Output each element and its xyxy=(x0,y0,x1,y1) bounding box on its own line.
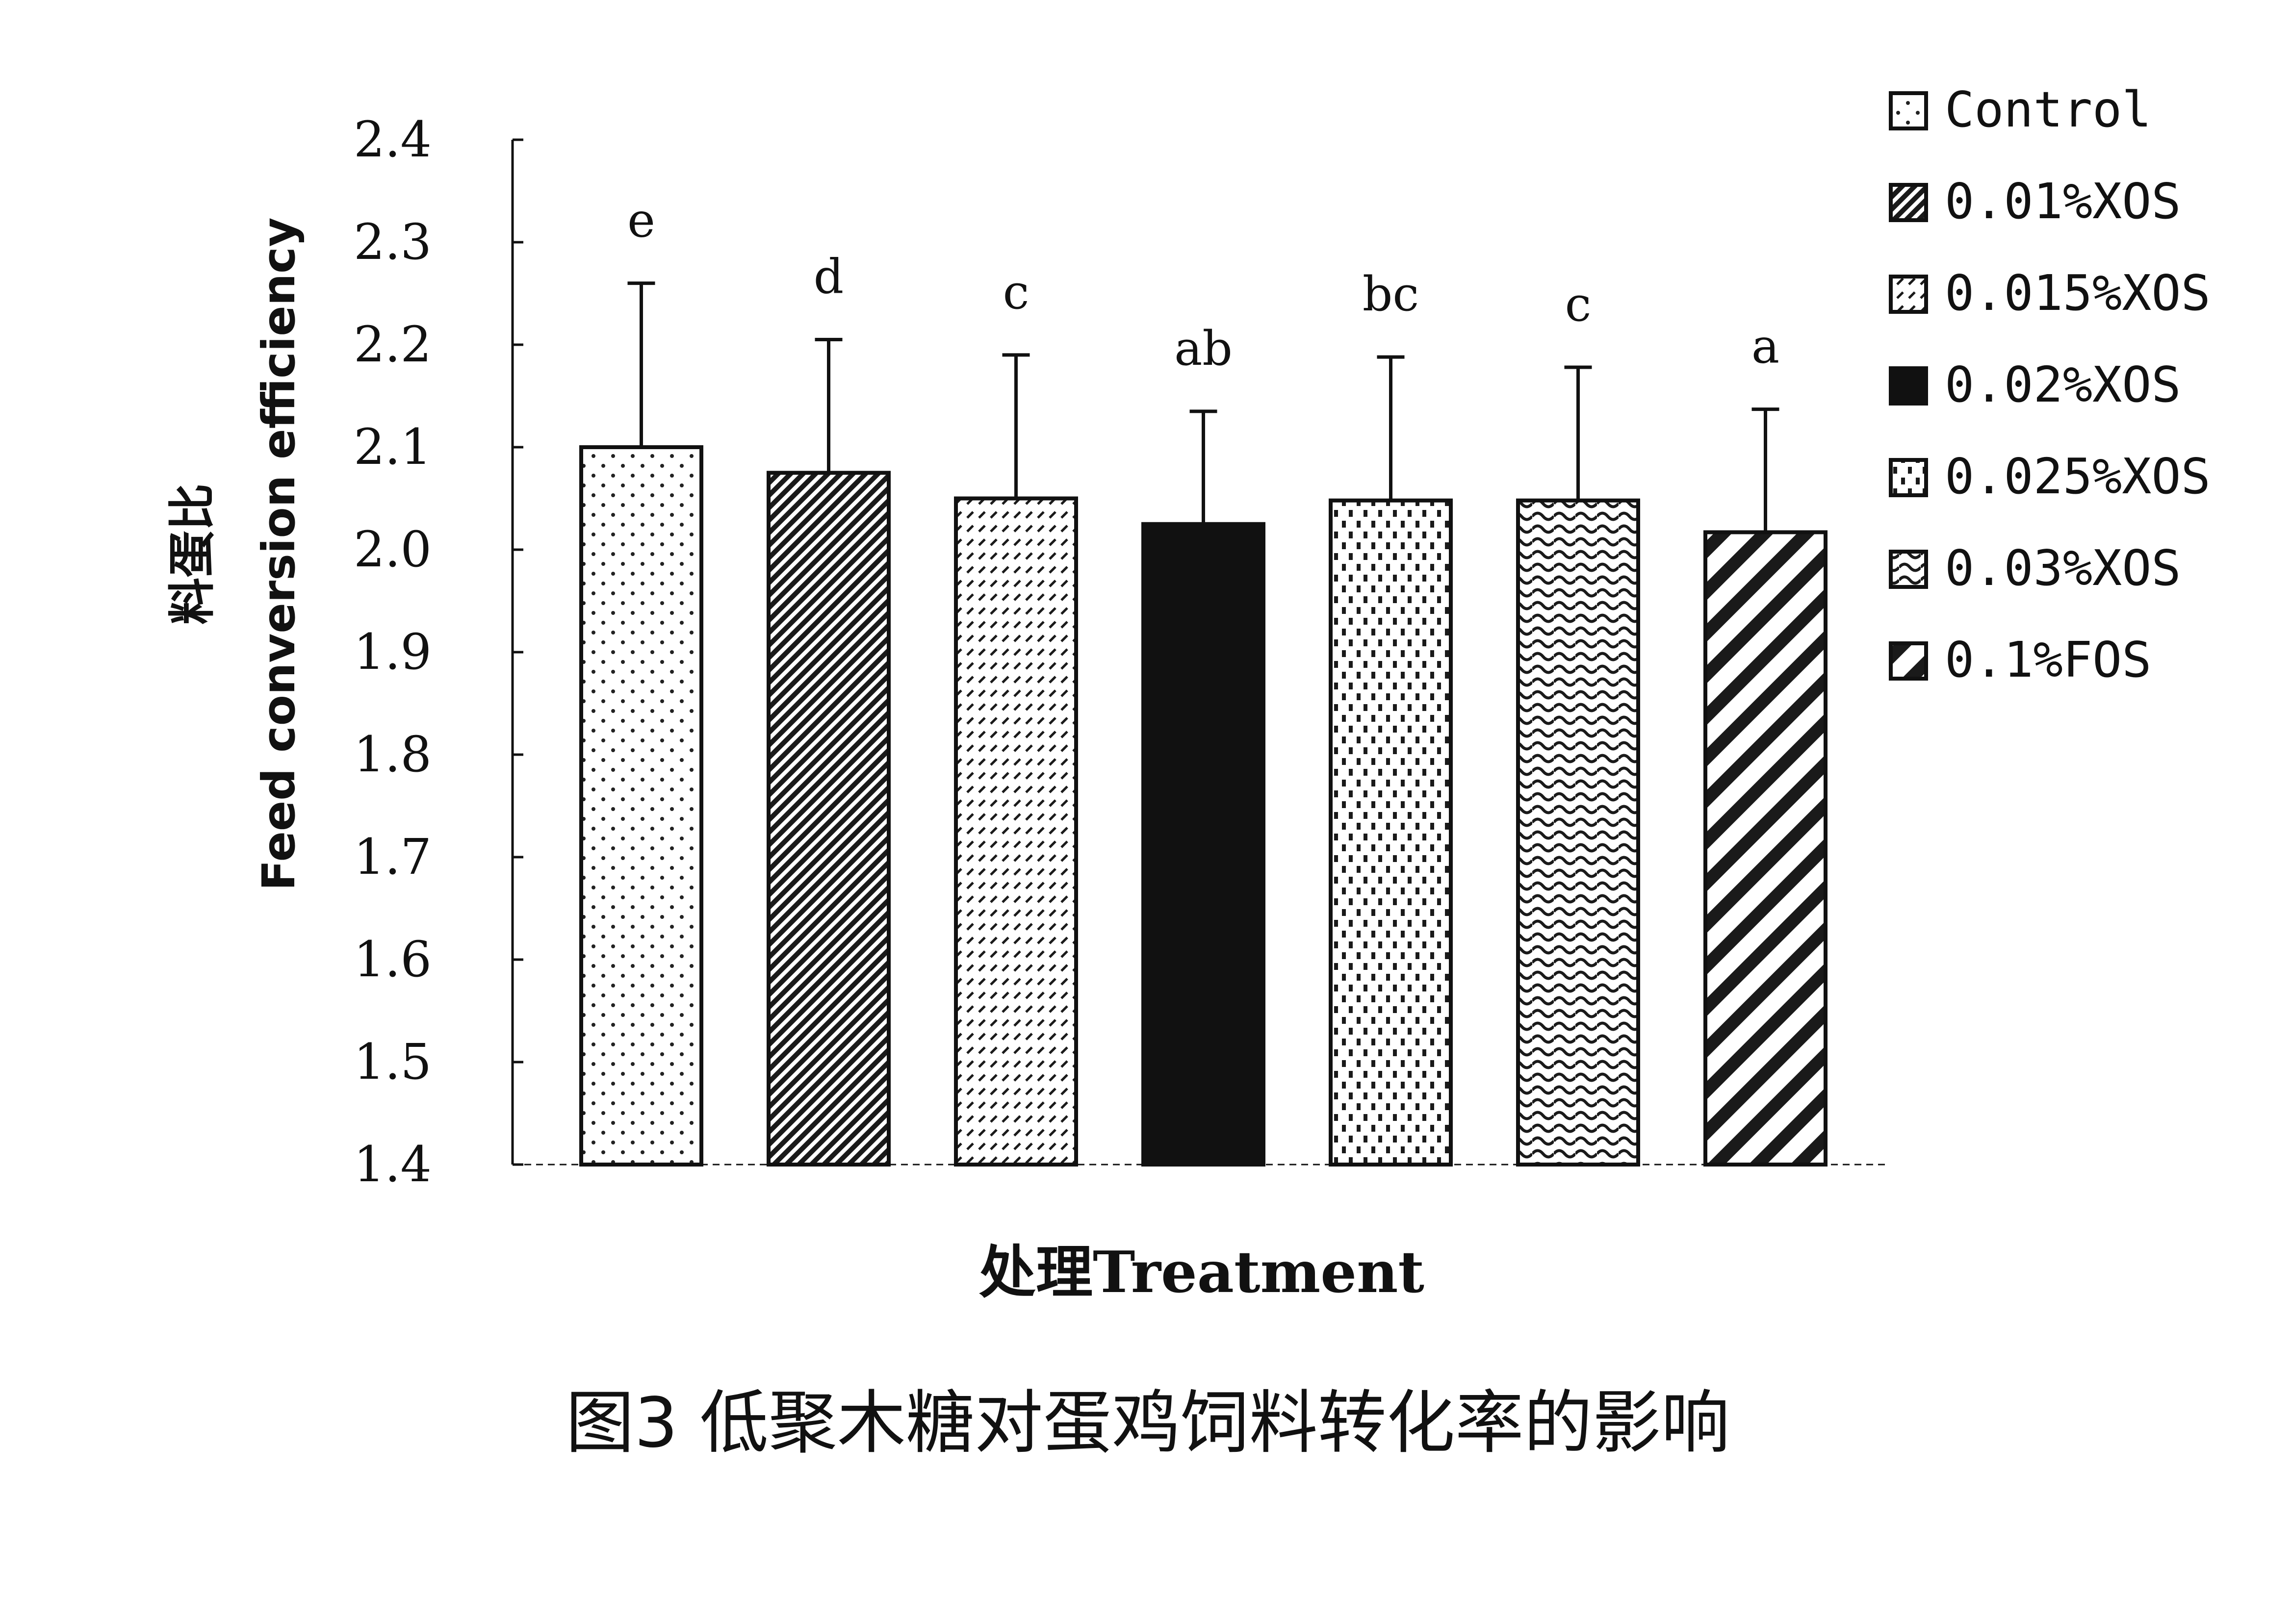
legend-label: 0.03%XOS xyxy=(1945,539,2181,597)
legend-swatch xyxy=(1889,458,1928,497)
y-tick-label: 1.4 xyxy=(354,1136,432,1193)
significance-label: bc xyxy=(1363,267,1419,322)
legend-label: 0.025%XOS xyxy=(1945,448,2211,505)
bar-4 xyxy=(1141,522,1265,1167)
bars: e d c ab bc c a xyxy=(579,193,1828,1167)
legend-label: 0.02%XOS xyxy=(1945,356,2181,413)
significance-label: ab xyxy=(1174,321,1233,376)
y-tick-label: 1.6 xyxy=(354,931,432,988)
y-tick-label: 1.5 xyxy=(354,1033,432,1091)
legend-swatch xyxy=(1889,641,1928,681)
y-tick-label: 2.4 xyxy=(354,111,432,168)
legend: Control 0.01%XOS 0.015%XOS 0.02%XOS 0.025%XO… xyxy=(1889,81,2211,688)
bar-3 xyxy=(954,496,1078,1167)
legend-swatch xyxy=(1889,550,1928,589)
legend-swatch xyxy=(1889,183,1928,222)
figure-caption: 图3 低聚木糖对蛋鸡饲料转化率的影响 xyxy=(566,1383,1730,1463)
y-tick-label: 1.8 xyxy=(354,726,432,783)
legend-swatch xyxy=(1889,91,1928,130)
legend-swatch xyxy=(1889,366,1928,406)
y-tick-label: 2.2 xyxy=(354,316,432,373)
significance-label: a xyxy=(1751,319,1779,374)
significance-label: c xyxy=(1565,277,1592,332)
x-axis-label: 处理Treatment xyxy=(979,1239,1424,1306)
significance-label: d xyxy=(814,250,844,304)
y-tick-label: 1.7 xyxy=(354,828,432,886)
bar-2 xyxy=(767,471,891,1167)
significance-label: e xyxy=(627,193,655,248)
axes: 2.4 2.3 2.2 2.1 2.0 1.9 1.8 1.7 1.6 1.5 1.4 xyxy=(354,111,1888,1193)
y-tick-label: 2.3 xyxy=(354,213,432,271)
bar-1 xyxy=(579,445,703,1167)
legend-label: 0.01%XOS xyxy=(1945,173,2181,230)
legend-swatch xyxy=(1889,275,1928,314)
legend-label: 0.1%FOS xyxy=(1945,631,2151,688)
legend-label: Control xyxy=(1945,81,2151,138)
y-tick-label: 2.1 xyxy=(354,418,432,476)
y-axis-label-en: Feed conversion efficiency xyxy=(253,217,305,890)
bar-5 xyxy=(1329,498,1453,1167)
legend-label: 0.015%XOS xyxy=(1945,264,2211,322)
bar-7 xyxy=(1703,530,1828,1167)
y-axis-label-cn: 料蛋比 xyxy=(165,483,220,625)
y-tick-label: 2.0 xyxy=(354,521,432,578)
y-tick-label: 1.9 xyxy=(354,623,432,681)
bar-6 xyxy=(1516,498,1640,1167)
significance-label: c xyxy=(1003,265,1030,320)
